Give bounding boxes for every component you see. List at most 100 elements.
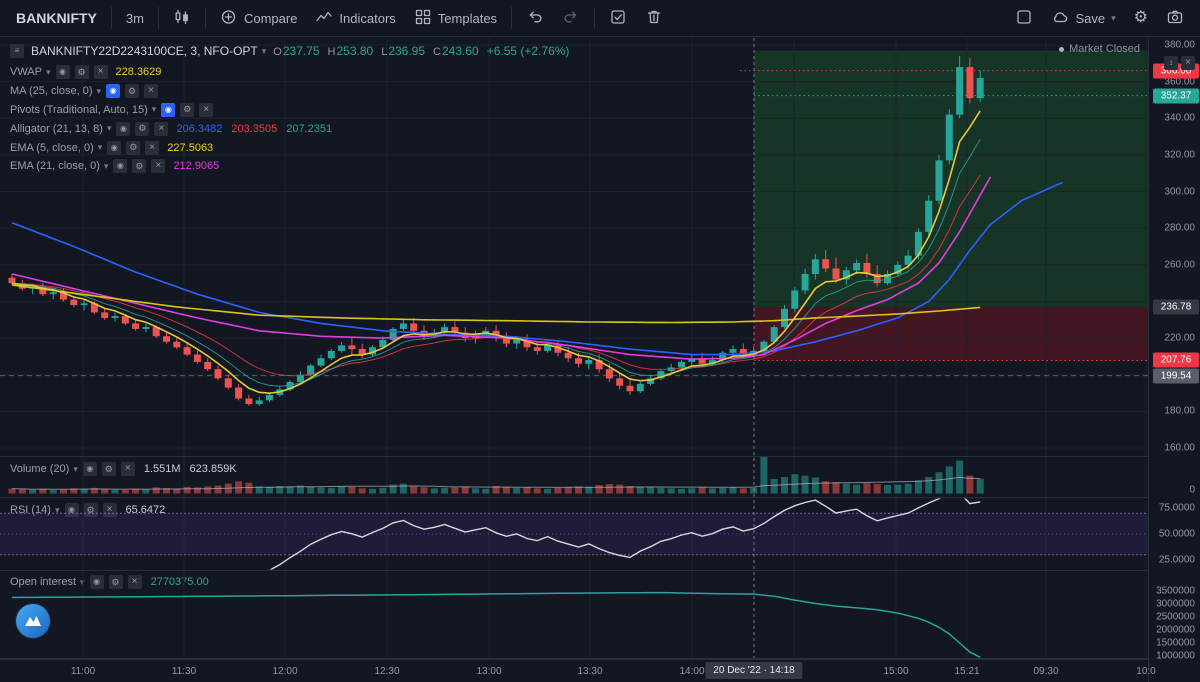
indicator-delete-button[interactable]: × xyxy=(199,102,214,117)
undo-icon xyxy=(526,8,544,29)
price-badge: 352.37 xyxy=(1153,88,1199,104)
close-value: 243.60 xyxy=(441,44,479,58)
time-axis[interactable]: 11:00 11:30 12:00 12:30 13:00 13:30 14:00 15:00… xyxy=(0,659,1156,682)
time-tick-label: 11:30 xyxy=(171,666,197,677)
indicator-settings-button[interactable]: ⚙ xyxy=(125,84,140,99)
templates-button[interactable]: Templates xyxy=(406,5,505,31)
market-status-text: Market Closed xyxy=(1069,43,1140,55)
save-button[interactable]: Save ▾ xyxy=(1043,5,1123,31)
series-title[interactable]: BANKNIFTY22D2243100CE, 3, NFO-OPT ▾ xyxy=(31,44,266,58)
compare-button[interactable]: Compare xyxy=(212,5,305,31)
templates-label: Templates xyxy=(437,10,498,26)
indicator-delete-button[interactable]: × xyxy=(102,503,117,518)
indicator-value: 206.3482 xyxy=(176,122,223,135)
indicator-legends: VWAP ▾ ◉ ⚙ × 228.3629 MA (25, close, 0) ▾ ◉ ⚙ × Piv… xyxy=(10,63,332,176)
volume-legend-title[interactable]: Volume (20) ▾ xyxy=(10,463,78,476)
indicator-settings-button[interactable]: ⚙ xyxy=(126,140,141,155)
indicators-button[interactable]: Indicators xyxy=(307,5,403,31)
divider xyxy=(594,7,596,29)
price-tick-label: 260.00 xyxy=(1164,259,1195,271)
time-tick-label: 09:30 xyxy=(1033,666,1059,677)
indicator-name[interactable]: Pivots (Traditional, Auto, 15) ▾ xyxy=(10,103,157,116)
candlestick-icon xyxy=(173,8,191,29)
layout-button[interactable] xyxy=(1007,5,1041,31)
indicator-delete-button[interactable]: × xyxy=(145,140,160,155)
chevron-down-icon: ▾ xyxy=(103,160,109,171)
indicator-eye-button[interactable]: ◉ xyxy=(82,462,97,477)
indicator-value: 203.3505 xyxy=(231,122,278,135)
volume-legend: Volume (20) ▾ ◉ ⚙ × 1.551M 623.859K xyxy=(10,460,237,479)
price-tick-label: 180.00 xyxy=(1164,405,1195,417)
indicator-settings-button[interactable]: ⚙ xyxy=(135,121,150,136)
indicator-settings-button[interactable]: ⚙ xyxy=(180,102,195,117)
indicator-name[interactable]: EMA (5, close, 0) ▾ xyxy=(10,141,103,154)
crosshair-time-badge: 20 Dec '22 · 14:18 xyxy=(705,662,803,679)
chevron-down-icon: ▾ xyxy=(151,104,157,115)
ohlc-values: O237.75 H253.80 L236.95 C243.60 +6.55 (+… xyxy=(273,44,570,58)
indicator-eye-button[interactable]: ◉ xyxy=(161,102,176,117)
time-tick-label: 11:00 xyxy=(70,666,96,677)
high-value: 253.80 xyxy=(336,44,374,58)
interval-button[interactable]: 3m xyxy=(118,5,152,31)
indicator-name[interactable]: Alligator (21, 13, 8) ▾ xyxy=(10,122,112,135)
indicator-delete-button[interactable]: × xyxy=(93,65,108,80)
pane-maximize-button[interactable]: ↕ xyxy=(1164,56,1178,70)
indicator-delete-button[interactable]: × xyxy=(127,575,142,590)
indicator-eye-button[interactable]: ◉ xyxy=(106,84,121,99)
indicator-delete-button[interactable]: × xyxy=(154,121,169,136)
indicator-eye-button[interactable]: ◉ xyxy=(89,575,104,590)
indicator-row: EMA (5, close, 0) ▾ ◉ ⚙ × 227.5063 xyxy=(10,138,332,157)
delete-drawings-button[interactable] xyxy=(637,5,671,31)
indicators-icon xyxy=(315,8,333,29)
oi-legend-title[interactable]: Open interest ▾ xyxy=(10,576,85,589)
compare-icon xyxy=(220,8,238,29)
indicator-value: 212.9065 xyxy=(173,160,220,173)
volume-value: 1.551M xyxy=(143,463,181,476)
indicator-name[interactable]: MA (25, close, 0) ▾ xyxy=(10,85,102,98)
indicator-value: 207.2351 xyxy=(286,122,333,135)
indicator-eye-button[interactable]: ◉ xyxy=(107,140,122,155)
indicator-delete-button[interactable]: × xyxy=(151,159,166,174)
indicator-settings-button[interactable]: ⚙ xyxy=(83,503,98,518)
indicator-row: Pivots (Traditional, Auto, 15) ▾ ◉ ⚙ × xyxy=(10,101,332,120)
pane-close-button[interactable]: × xyxy=(1181,56,1195,70)
check-list-button[interactable] xyxy=(601,5,635,31)
chart-style-button[interactable] xyxy=(165,5,199,31)
indicator-settings-button[interactable]: ⚙ xyxy=(74,65,89,80)
price-axis[interactable]: 380.00 360.00 340.00 320.00 300.00 280.00 260.… xyxy=(1149,37,1200,682)
symbol-button[interactable]: BANKNIFTY xyxy=(8,5,105,31)
rsi-tick-label: 25.0000 xyxy=(1158,554,1195,566)
indicator-settings-button[interactable]: ⚙ xyxy=(108,575,123,590)
chevron-down-icon: ▾ xyxy=(96,85,102,96)
time-tick-label: 10:0 xyxy=(1136,666,1156,677)
redo-button[interactable] xyxy=(554,5,588,31)
trash-icon xyxy=(645,8,663,29)
redo-icon xyxy=(562,8,580,29)
indicator-eye-button[interactable]: ◉ xyxy=(64,503,79,518)
undo-button[interactable] xyxy=(518,5,552,31)
screenshot-button[interactable] xyxy=(1158,5,1192,31)
indicator-delete-button[interactable]: × xyxy=(120,462,135,477)
indicator-name[interactable]: EMA (21, close, 0) ▾ xyxy=(10,160,109,173)
indicator-value: 228.3629 xyxy=(115,66,162,79)
legend-menu-icon[interactable]: ≡ xyxy=(10,44,24,58)
price-tick-label: 320.00 xyxy=(1164,149,1195,161)
oi-tick-label: 2500000 xyxy=(1156,611,1195,623)
indicator-settings-button[interactable]: ⚙ xyxy=(132,159,147,174)
indicator-delete-button[interactable]: × xyxy=(144,84,159,99)
indicator-name[interactable]: VWAP ▾ xyxy=(10,66,51,79)
rsi-tick-label: 75.0000 xyxy=(1158,502,1195,514)
time-tick-label: 15:00 xyxy=(883,666,909,677)
chevron-down-icon: ▾ xyxy=(261,45,267,56)
time-tick-label: 15:21 xyxy=(954,666,980,677)
indicator-eye-button[interactable]: ◉ xyxy=(116,121,131,136)
indicator-settings-button[interactable]: ⚙ xyxy=(101,462,116,477)
layout-square-icon xyxy=(1015,8,1033,29)
indicator-eye-button[interactable]: ◉ xyxy=(113,159,128,174)
settings-button[interactable]: ⚙ xyxy=(1126,5,1156,31)
market-status: Market Closed xyxy=(1059,43,1140,55)
broker-logo[interactable] xyxy=(16,604,50,638)
divider xyxy=(511,7,513,29)
indicator-eye-button[interactable]: ◉ xyxy=(55,65,70,80)
